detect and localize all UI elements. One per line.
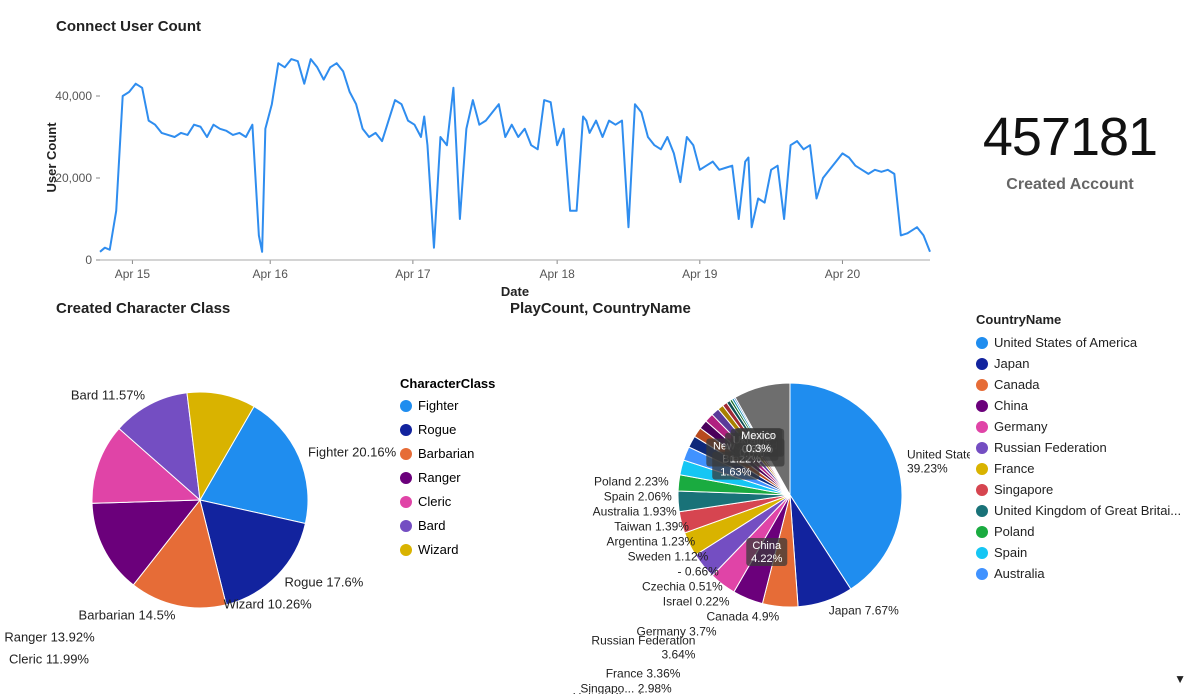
legend-dot: [976, 337, 988, 349]
legend-label: Russian Federation: [994, 440, 1107, 455]
legend-item[interactable]: Canada: [976, 377, 1200, 392]
legend-item[interactable]: Russian Federation: [976, 440, 1200, 455]
legend-item[interactable]: Singapore: [976, 482, 1200, 497]
legend-item[interactable]: United Kingdom of Great Britai...: [976, 503, 1200, 518]
svg-text:User Count: User Count: [44, 122, 59, 193]
legend-label: Japan: [994, 356, 1029, 371]
svg-text:0.3%: 0.3%: [746, 443, 771, 455]
left-pie-svg: Fighter 20.16% Rogue 17.6% Barbarian 14.5%…: [0, 300, 510, 694]
svg-text:Apr 20: Apr 20: [825, 267, 861, 281]
legend-label: China: [994, 398, 1028, 413]
chevron-down-icon[interactable]: ▼: [1174, 672, 1186, 686]
svg-text:Rogue 17.6%: Rogue 17.6%: [285, 574, 364, 589]
legend-dot: [976, 421, 988, 433]
svg-text:Sweden 1.12%: Sweden 1.12%: [628, 550, 709, 564]
line-chart-svg: 0 20,000 40,000 User Count Apr 15 Apr 16 Apr 1…: [0, 0, 940, 300]
legend-dot: [976, 526, 988, 538]
svg-text:39.23%: 39.23%: [907, 461, 948, 475]
svg-text:Israel 0.22%: Israel 0.22%: [663, 595, 730, 609]
line-chart-title: Connect User Count: [56, 18, 201, 35]
legend-label: Canada: [994, 377, 1040, 392]
connect-user-count-chart[interactable]: Connect User Count 0 20,000 40,000 User Cou…: [0, 0, 940, 300]
svg-text:Barbarian 14.5%: Barbarian 14.5%: [79, 607, 176, 622]
svg-text:Ranger: Ranger: [418, 470, 461, 485]
svg-text:4.22%: 4.22%: [751, 553, 782, 565]
kpi-value: 457181: [983, 106, 1157, 168]
legend-dot: [976, 400, 988, 412]
legend-label: Poland: [994, 524, 1034, 539]
svg-text:Australia 1.93%: Australia 1.93%: [593, 505, 677, 519]
svg-text:Ranger 13.92%: Ranger 13.92%: [4, 629, 95, 644]
legend-item[interactable]: Japan: [976, 356, 1200, 371]
svg-text:Rogue: Rogue: [418, 422, 456, 437]
svg-text:China: China: [752, 540, 782, 552]
svg-text:Poland 2.23%: Poland 2.23%: [594, 475, 669, 489]
svg-text:Apr 17: Apr 17: [395, 267, 431, 281]
svg-text:Russian Federation: Russian Federation: [591, 634, 695, 648]
legend-label: Australia: [994, 566, 1045, 581]
legend-item[interactable]: China: [976, 398, 1200, 413]
legend-item[interactable]: Germany: [976, 419, 1200, 434]
right-pie-title: PlayCount, CountryName: [510, 300, 691, 317]
playcount-country-chart[interactable]: PlayCount, CountryName United States of …: [510, 300, 970, 694]
country-legend[interactable]: CountryName United States of America Japa…: [970, 300, 1200, 694]
legend-label: France: [994, 461, 1034, 476]
kpi-card[interactable]: 457181 Created Account: [940, 0, 1200, 300]
legend-dot: [976, 379, 988, 391]
svg-text:Taiwan 1.39%: Taiwan 1.39%: [614, 520, 689, 534]
svg-text:Czechia 0.51%: Czechia 0.51%: [642, 580, 723, 594]
legend-dot: [976, 484, 988, 496]
legend-dot: [976, 547, 988, 559]
svg-text:Argentina 1.23%: Argentina 1.23%: [606, 535, 695, 549]
legend-item[interactable]: Spain: [976, 545, 1200, 560]
svg-text:Apr 16: Apr 16: [253, 267, 289, 281]
legend-dot: [976, 505, 988, 517]
legend-dot: [976, 463, 988, 475]
svg-text:Fighter 20.16%: Fighter 20.16%: [308, 445, 397, 460]
svg-text:Bard: Bard: [418, 518, 445, 533]
kpi-label: Created Account: [1006, 176, 1133, 194]
svg-text:Cleric 11.99%: Cleric 11.99%: [9, 651, 89, 666]
legend-item[interactable]: United States of America: [976, 335, 1200, 350]
svg-text:20,000: 20,000: [55, 171, 92, 185]
svg-text:Wizard: Wizard: [418, 542, 458, 557]
legend-label: United States of America: [994, 335, 1137, 350]
country-legend-title: CountryName: [976, 312, 1200, 327]
created-character-class-chart[interactable]: Created Character Class Fighter 20.16% Ro…: [0, 300, 510, 694]
legend-dot: [976, 568, 988, 580]
legend-dot: [976, 442, 988, 454]
legend-label: Spain: [994, 545, 1027, 560]
svg-text:United Kingdom...: United Kingdom...: [573, 691, 668, 694]
right-pie-svg: United States of America39.23% Japan 7.67…: [510, 300, 970, 694]
svg-text:Canada 4.9%: Canada 4.9%: [707, 610, 780, 624]
legend-item[interactable]: Australia: [976, 566, 1200, 581]
svg-text:1.63%: 1.63%: [720, 467, 751, 479]
legend-label: United Kingdom of Great Britai...: [994, 503, 1181, 518]
svg-text:Barbarian: Barbarian: [418, 446, 474, 461]
svg-text:Date: Date: [501, 284, 529, 299]
svg-text:Bard 11.57%: Bard 11.57%: [71, 388, 146, 403]
svg-text:Cleric: Cleric: [418, 494, 452, 509]
legend-label: Singapore: [994, 482, 1053, 497]
svg-text:- 0.66%: - 0.66%: [678, 565, 720, 579]
svg-text:United States of America: United States of America: [907, 447, 970, 461]
svg-text:Apr 19: Apr 19: [682, 267, 718, 281]
legend-item[interactable]: Poland: [976, 524, 1200, 539]
svg-text:Wizard 10.26%: Wizard 10.26%: [224, 596, 313, 611]
left-pie-title: Created Character Class: [56, 300, 230, 317]
svg-text:0: 0: [85, 253, 92, 267]
svg-text:Apr 15: Apr 15: [115, 267, 151, 281]
svg-text:Apr 18: Apr 18: [539, 267, 575, 281]
legend-label: Germany: [994, 419, 1047, 434]
legend-item[interactable]: France: [976, 461, 1200, 476]
svg-text:Spain 2.06%: Spain 2.06%: [604, 490, 672, 504]
svg-text:Mexico: Mexico: [741, 430, 776, 442]
legend-dot: [976, 358, 988, 370]
svg-text:France 3.36%: France 3.36%: [606, 667, 681, 681]
svg-text:CharacterClass: CharacterClass: [400, 376, 495, 391]
svg-text:Fighter: Fighter: [418, 398, 459, 413]
svg-text:40,000: 40,000: [55, 89, 92, 103]
svg-text:3.64%: 3.64%: [661, 648, 695, 662]
svg-text:Japan 7.67%: Japan 7.67%: [829, 604, 899, 618]
